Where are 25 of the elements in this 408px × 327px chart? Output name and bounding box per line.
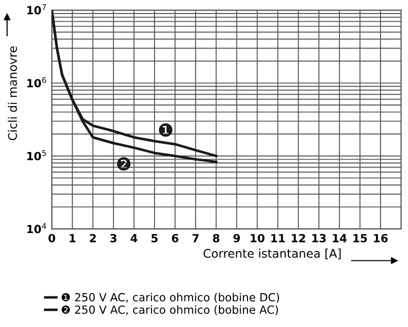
x-tick-label: 11 [271, 234, 285, 242]
x-tick-label: 16 [374, 234, 388, 242]
x-tick-label: 1 [70, 234, 76, 242]
y-tick-label: 10$^{7}$ [27, 4, 46, 14]
x-tick-label: 0 [48, 234, 56, 242]
legend-label: ❶ 250 V AC, carico ohmico (bobine DC) [62, 292, 280, 303]
x-tick-label: 5 [152, 234, 158, 242]
x-tick-label: 12 [292, 234, 306, 242]
x-axis-title: Corrente istantanea [A] [204, 248, 341, 260]
x-tick-label: 2 [90, 234, 96, 242]
y-tick-label: 10$^{4}$ [27, 223, 46, 234]
x-tick-label: 8 [212, 234, 220, 242]
x-tick-label: 10 [250, 234, 264, 242]
legend-label: ❷ 250 V AC, carico ohmico (bobine AC) [62, 305, 278, 316]
x-tick-label: 4 [130, 234, 138, 242]
y-tick-label: 10$^{5}$ [27, 150, 46, 160]
x-tick-label: 15 [354, 234, 367, 242]
x-tick-label: 9 [233, 234, 240, 242]
x-tick-label: 13 [312, 234, 326, 242]
y-tick-label: 10$^{6}$ [27, 77, 46, 88]
y-axis-title: Cicli di manovre [8, 46, 17, 140]
x-tick-label: 7 [192, 234, 199, 242]
x-tick-label: 14 [332, 234, 347, 242]
x-tick-label: 6 [172, 234, 178, 242]
x-tick-label: 3 [110, 234, 116, 242]
